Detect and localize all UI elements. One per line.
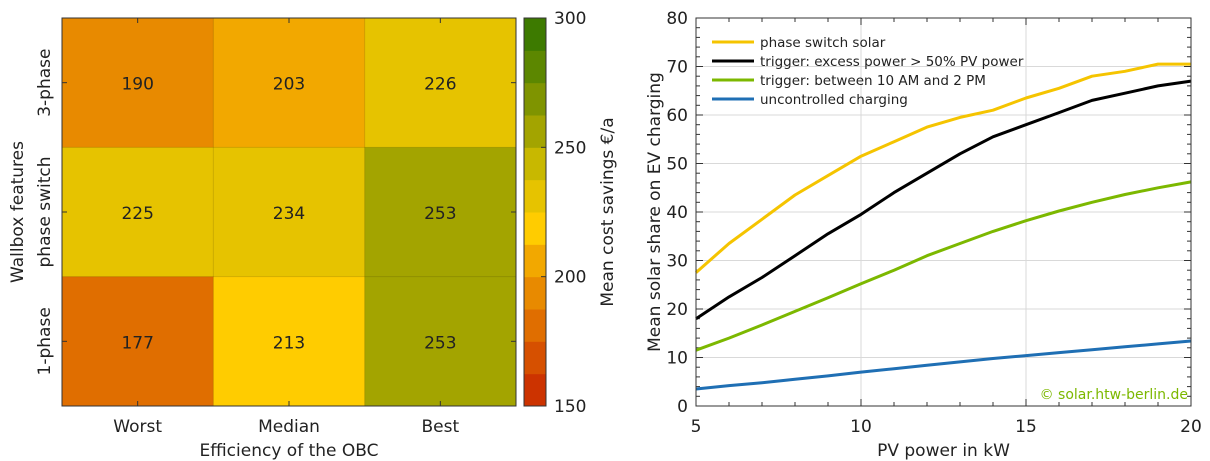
legend-label: uncontrolled charging [760, 92, 908, 108]
colorbar-bin [524, 147, 546, 181]
heatmap-cell-label: 213 [273, 333, 305, 353]
heatmap-cell [213, 147, 366, 278]
heatmap-cell [62, 18, 214, 148]
colorbar-tick-label: 150 [554, 397, 586, 417]
series-line [695, 180, 1192, 352]
colorbar-bin [524, 18, 546, 51]
colorbar-bin [524, 373, 546, 407]
colorbar-bin [524, 244, 546, 278]
legend: phase switch solar trigger: excess power … [712, 35, 1024, 108]
line-chart: 5 10 15 20 0 10 20 30 40 50 60 70 80 PV power in kW Me… [645, 9, 1202, 461]
colorbar-bin [524, 115, 546, 148]
colorbar-tick-label: 250 [554, 138, 586, 158]
y-tick-label: 20 [666, 300, 688, 320]
x-tick-label: Median [258, 417, 320, 437]
colorbar-bin [524, 82, 546, 116]
heatmap-cell [62, 147, 214, 278]
heatmap-cell-label: 234 [273, 204, 305, 224]
y-tick-label: 0 [677, 397, 688, 417]
heatmap-cell-label: 225 [121, 204, 153, 224]
colorbar-frame [523, 17, 547, 407]
plot-frame [695, 17, 1192, 407]
heatmap-cell-label: 226 [424, 75, 456, 95]
series-line [695, 62, 1191, 274]
colorbar-bin [524, 212, 546, 245]
heatmap-cell [364, 147, 517, 278]
y-axis-label: Wallbox features [8, 141, 28, 283]
x-tick-label: Best [422, 417, 460, 437]
legend-label: phase switch solar [760, 35, 886, 51]
y-tick-label: 40 [666, 203, 688, 223]
heatmap-cell [213, 18, 366, 148]
colorbar-bin [524, 50, 546, 84]
heatmap-cell [62, 276, 214, 407]
y-tick-label: 80 [666, 9, 688, 29]
heatmap-cell-label: 177 [121, 333, 153, 353]
colorbar: 150 200 250 300 Mean cost savings €/a [523, 9, 618, 417]
colorbar-bin [524, 276, 546, 310]
series-line [695, 79, 1192, 320]
x-axis-label: Efficiency of the OBC [200, 441, 379, 461]
colorbar-bin [524, 309, 546, 342]
colorbar-bin [524, 179, 546, 213]
legend-label: trigger: between 10 AM and 2 PM [760, 73, 986, 89]
heatmap-cell-label: 253 [424, 333, 456, 353]
x-axis-label: PV power in kW [877, 441, 1010, 461]
y-tick-label: 30 [666, 252, 688, 272]
x-tick-label: 10 [850, 417, 872, 437]
colorbar-label: Mean cost savings €/a [598, 117, 618, 306]
y-tick-label: 1-phase [35, 307, 55, 375]
heatmap-cell-label: 253 [424, 204, 456, 224]
y-tick-label: 10 [666, 349, 688, 369]
y-axis-label: Mean solar share on EV charging [645, 72, 665, 352]
colorbar-bin [524, 341, 546, 375]
colorbar-tick-label: 300 [554, 9, 586, 29]
y-tick-label: 70 [666, 58, 688, 78]
y-tick-label: phase switch [35, 157, 55, 268]
heatmap-cell [364, 18, 517, 148]
series-line [695, 339, 1192, 391]
copyright-annotation: © solar.htw-berlin.de [1040, 387, 1188, 403]
y-tick-label: 60 [666, 106, 688, 126]
x-tick-label: 20 [1180, 417, 1202, 437]
colorbar-tick-label: 200 [554, 268, 586, 288]
legend-label: trigger: excess power > 50% PV power [760, 54, 1024, 70]
y-tick-label: 50 [666, 155, 688, 175]
heatmap-cell-label: 203 [273, 75, 305, 95]
heatmap-cell-label: 190 [121, 75, 153, 95]
x-tick-label: 15 [1015, 417, 1037, 437]
x-tick-label: 5 [691, 417, 702, 437]
heatmap-cell [213, 276, 366, 407]
heatmap-chart: 190 203 226 225 234 253 177 213 253 Worst Median Be… [8, 17, 517, 461]
heatmap-cell [364, 276, 517, 407]
x-tick-label: Worst [113, 417, 162, 437]
y-tick-label: 3-phase [35, 49, 55, 117]
